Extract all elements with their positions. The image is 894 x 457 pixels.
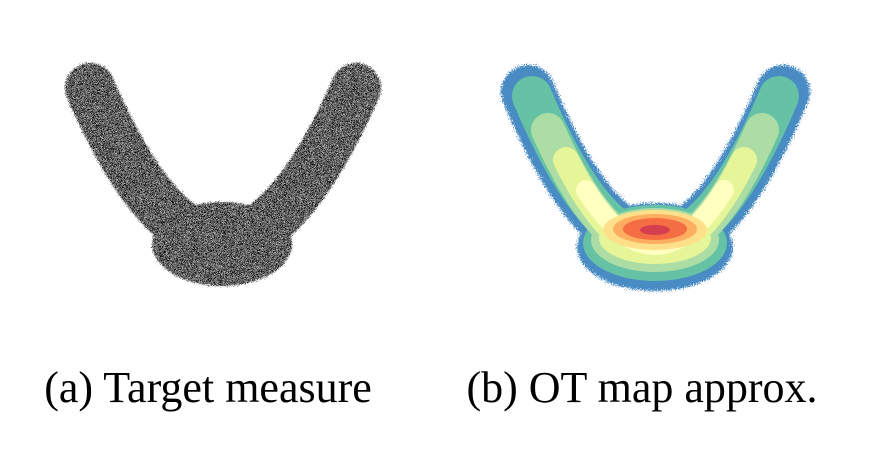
ot-map-panel [501, 65, 810, 291]
scatter-core [152, 202, 292, 286]
caption: (a) Target measure [44, 363, 372, 412]
caption: (b) OT map approx. [466, 363, 817, 412]
contour-band [640, 225, 670, 235]
target-measure-panel [65, 63, 381, 286]
